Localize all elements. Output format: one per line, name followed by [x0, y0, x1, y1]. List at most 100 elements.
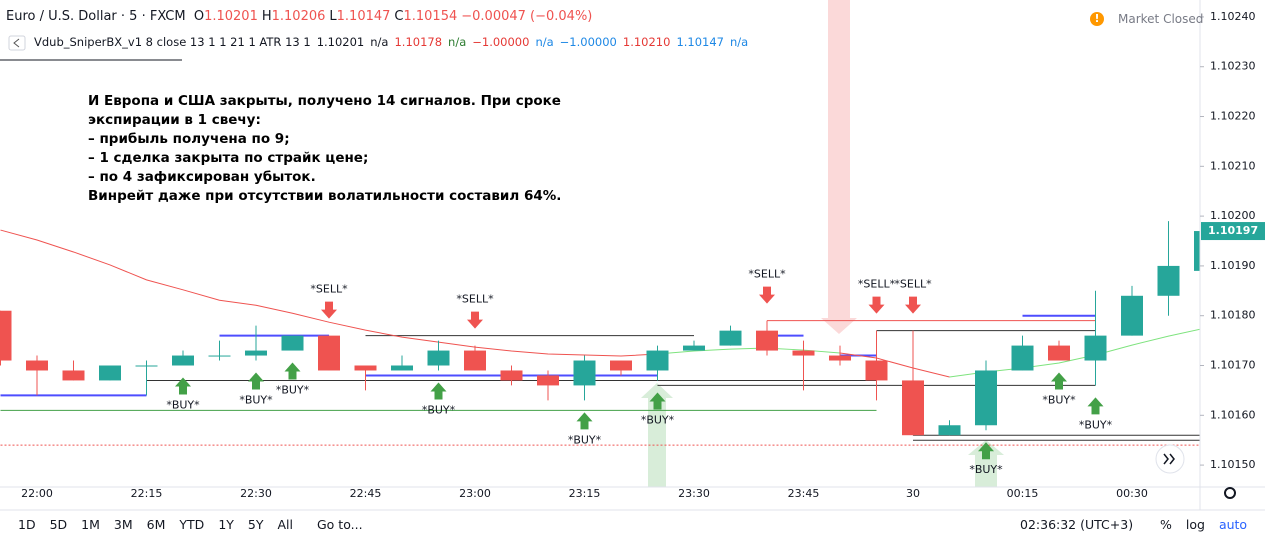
- ohlc-label: C: [394, 9, 404, 24]
- indicator-value: 1.10178: [394, 35, 443, 49]
- annotation-line: – прибыль получена по 9;: [88, 131, 290, 147]
- market-status: Market Closed: [1118, 12, 1204, 26]
- price-axis: 1.10150 1.10160 1.10170 1.10180 1.10190 1.102…: [1200, 10, 1265, 471]
- buy-label: *BUY*: [1042, 394, 1076, 407]
- indicator-value: 1.10210: [622, 35, 671, 49]
- buy-label: *BUY*: [568, 433, 602, 446]
- range-button[interactable]: All: [277, 517, 294, 532]
- candle-body: [0, 310, 12, 361]
- candle-body: [135, 365, 158, 367]
- sell-arrow: [759, 286, 775, 304]
- annotation-line: экспирации в 1 свечу:: [88, 112, 261, 128]
- highlight-bar: [975, 455, 997, 487]
- buy-arrow: [430, 382, 447, 400]
- candle-body: [829, 355, 851, 361]
- annotation-line: И Европа и США закрыты, получено 14 сигн…: [88, 93, 561, 109]
- candle-body: [1121, 295, 1143, 336]
- buy-label: *BUY*: [239, 394, 273, 407]
- x-tick-label: 22:45: [350, 487, 382, 500]
- legend-toggle[interactable]: [8, 35, 26, 51]
- candle-body: [610, 360, 632, 371]
- y-tick-label: 1.10180: [1210, 309, 1256, 322]
- y-tick-label: 1.10210: [1210, 159, 1256, 172]
- change: −0.00047 (−0.04%): [461, 9, 593, 24]
- sell-label: *SELL*: [894, 278, 932, 291]
- x-tick-label: 22:00: [21, 487, 53, 500]
- clock: 02:36:32 (UTC+3): [1020, 517, 1134, 532]
- candle-body: [1084, 335, 1107, 361]
- x-tick-label: 23:00: [459, 487, 491, 500]
- candle-body: [865, 360, 888, 381]
- indicator-value: −1.00000: [472, 35, 530, 49]
- ohlc-label: L: [329, 9, 337, 24]
- candle-body: [281, 335, 304, 351]
- annotation: И Европа и США закрыты, получено 14 сигн…: [88, 92, 561, 206]
- market-status-glyph: !: [1094, 12, 1099, 25]
- range-button[interactable]: 1Y: [218, 517, 234, 532]
- x-tick-label: 22:15: [131, 487, 163, 500]
- goto[interactable]: Go to...: [317, 517, 363, 532]
- indicator-name: Vdub_SniperBX_v1 8 close 13 1 1 21 1 ATR…: [34, 35, 311, 49]
- range-button[interactable]: 5D: [49, 517, 68, 532]
- scale-button[interactable]: auto: [1218, 517, 1248, 532]
- candle-body: [1157, 265, 1180, 296]
- candle-body: [208, 355, 231, 357]
- buy-label: *BUY*: [969, 463, 1003, 476]
- candle-body: [573, 360, 596, 386]
- highlight-arrow: [821, 318, 857, 334]
- ohlc-label: O: [193, 9, 205, 24]
- candle-body: [975, 370, 997, 426]
- candle-body: [500, 370, 523, 381]
- scroll-button[interactable]: [1155, 444, 1185, 474]
- y-tick-label: 1.10220: [1210, 110, 1256, 123]
- candle-body: [938, 425, 961, 436]
- indicator-value: −1.00000: [559, 35, 617, 49]
- annotation-line: – по 4 зафиксирован убыток.: [88, 169, 316, 185]
- range-button[interactable]: 3M: [113, 517, 133, 532]
- market-status-icon: [1090, 12, 1104, 26]
- buy-label: *BUY*: [276, 384, 310, 397]
- ohlc: O1.10201 H1.10206 L1.10147 C1.10154: [194, 9, 461, 24]
- buy-arrow: [284, 362, 301, 380]
- last-price-label: 1.10197: [1208, 224, 1258, 237]
- range-button[interactable]: YTD: [179, 517, 205, 532]
- scale-button[interactable]: log: [1185, 517, 1205, 532]
- plot-area: *SELL**SELL**SELL**SELL* *SELL**BUY* *BUY*…: [0, 221, 1200, 476]
- candle-body: [1194, 231, 1200, 271]
- candle-body: [537, 375, 559, 386]
- moving-average: [839, 352, 950, 378]
- y-tick-label: 1.10230: [1210, 60, 1256, 73]
- buy-arrow: [175, 377, 191, 395]
- range-buttons: 1D 5D 1M 3M 6M YTD 1Y 5Y All: [18, 517, 307, 532]
- x-tick-label: 23:45: [788, 487, 820, 500]
- ohlc-value: 1.10147: [336, 9, 391, 24]
- buy-label: *BUY*: [641, 413, 675, 426]
- range-button[interactable]: 1M: [81, 517, 100, 532]
- ohlc-value: 1.10206: [271, 9, 326, 24]
- buy-arrow: [248, 372, 264, 390]
- buy-arrow: [1087, 397, 1104, 415]
- y-tick-label: 1.10240: [1210, 10, 1256, 23]
- scale-button[interactable]: %: [1160, 517, 1172, 532]
- range-button[interactable]: 6M: [146, 517, 166, 532]
- highlight-bar: [648, 398, 666, 487]
- annotation-line: Винрейт даже при отсутствии волатильност…: [88, 188, 562, 204]
- candle-body: [354, 365, 377, 371]
- buy-arrow: [649, 392, 666, 410]
- range-button[interactable]: 5Y: [247, 517, 264, 532]
- indicator-legend: Vdub_SniperBX_v1 8 close 13 1 1 21 1 ATR…: [34, 35, 754, 49]
- highlight-bar: [828, 0, 850, 318]
- buy-label: *BUY*: [166, 398, 200, 411]
- candle-body: [172, 355, 194, 366]
- x-tick-label: 23:30: [678, 487, 710, 500]
- range-button[interactable]: 1D: [18, 517, 36, 532]
- y-tick-label: 1.10150: [1210, 458, 1256, 471]
- settings-icon[interactable]: [1224, 487, 1236, 499]
- sell-arrow: [868, 296, 885, 314]
- sell-label: *SELL*: [310, 283, 348, 296]
- indicator-value: 1.10201: [316, 35, 365, 49]
- candle-body: [99, 365, 121, 381]
- candle-body: [1048, 345, 1070, 361]
- annotation-line: – 1 сделка закрыта по страйк цене;: [88, 150, 369, 166]
